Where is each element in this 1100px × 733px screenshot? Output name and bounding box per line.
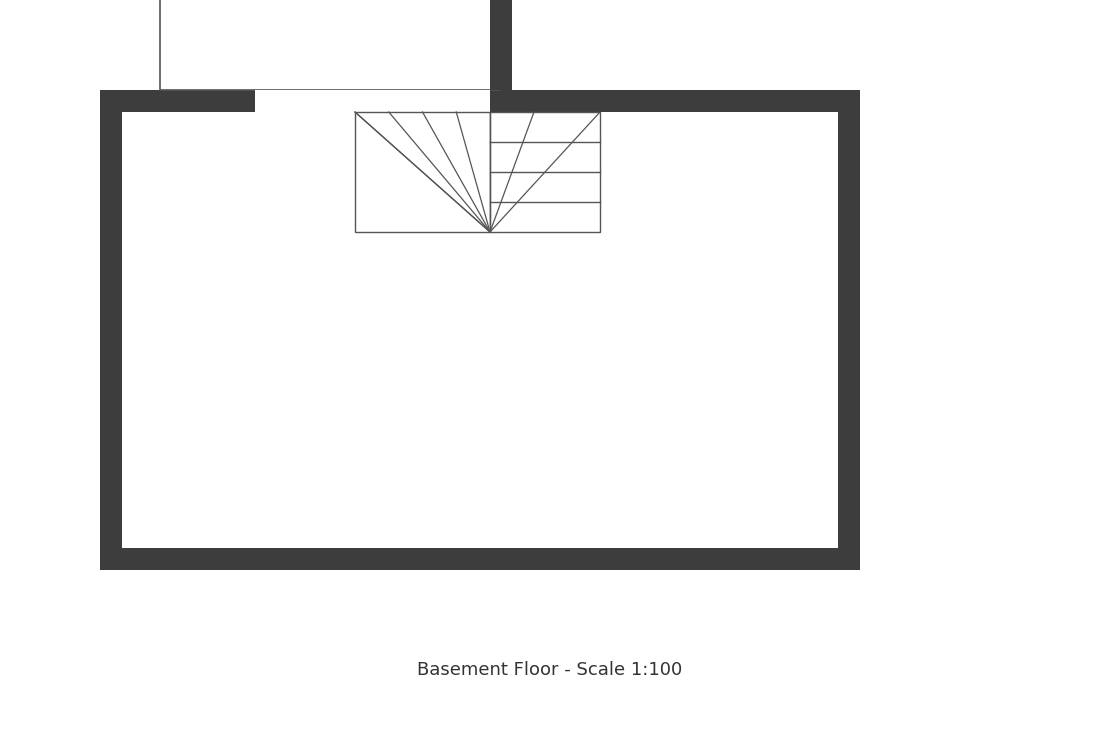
Text: Basement Floor - Scale 1:100: Basement Floor - Scale 1:100 xyxy=(417,661,683,679)
Bar xyxy=(160,0,501,90)
Bar xyxy=(355,112,490,232)
Bar xyxy=(490,112,600,232)
Bar xyxy=(355,90,490,112)
Bar xyxy=(490,0,512,90)
Bar xyxy=(255,90,355,112)
Bar xyxy=(122,112,838,548)
Bar xyxy=(100,90,860,570)
